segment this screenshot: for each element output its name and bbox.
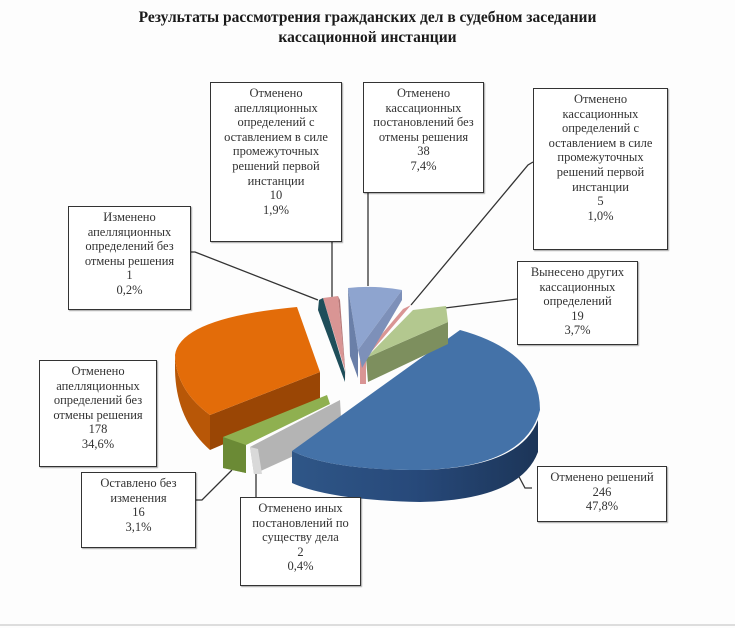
label-percent: 3,1% (125, 519, 152, 534)
label-value: 5 (597, 194, 604, 209)
leader-line-unchanged (196, 469, 233, 501)
leader-line-other-cassation (436, 298, 518, 310)
label-value: 178 (88, 422, 108, 437)
slice-unchanged (223, 395, 330, 473)
leader-line-cancel-cassation-interim (410, 161, 534, 306)
label-value: 2 (297, 544, 304, 559)
label-cancel-cassation-rulings: Отменено кассационных постановлений без … (363, 82, 484, 193)
label-percent: 1,0% (587, 208, 614, 223)
label-cancel-other-merits: Отменено иных постановлений по существу … (240, 497, 361, 586)
label-percent: 3,7% (564, 323, 591, 338)
label-unchanged: Оставлено без изменения 16 3,1% (81, 472, 196, 548)
slice-other-cassation (366, 306, 448, 382)
chart-title-line-2: кассационной инстанции (278, 29, 457, 46)
bottom-divider (0, 624, 735, 626)
label-value: 19 (571, 308, 584, 323)
slice-changed-appeal (318, 298, 345, 382)
slice-cancel-cassation-rulings (348, 286, 402, 378)
label-changed-appeal: Изменено апелляционных определений без о… (68, 206, 191, 310)
slice-cancel-decisions (292, 330, 540, 502)
label-percent: 0,2% (116, 282, 143, 297)
slice-cancel-other-merits (250, 400, 342, 474)
label-percent: 1,9% (262, 202, 290, 217)
label-percent: 47,8% (585, 499, 619, 514)
label-value: 16 (132, 505, 145, 520)
label-other-cassation: Вынесено других кассационных определений… (517, 261, 638, 345)
label-percent: 34,6% (81, 436, 115, 451)
slice-cancel-appeal-no-cancel (175, 307, 320, 450)
label-value: 246 (592, 484, 612, 499)
chart-title: Результаты рассмотрения гражданских дел … (0, 8, 735, 48)
chart-title-line-1: Результаты рассмотрения гражданских дел … (138, 9, 597, 26)
label-cancel-appeal-interim: Отменено апелляционных определений с ост… (210, 82, 342, 242)
label-value: 10 (269, 188, 283, 203)
label-value: 1 (126, 268, 133, 283)
leader-lines (190, 161, 534, 501)
label-percent: 7,4% (410, 158, 437, 173)
label-cancel-cassation-interim: Отменено кассационных определений с оста… (533, 88, 668, 250)
label-percent: 0,4% (287, 559, 314, 574)
slice-cancel-appeal-interim (323, 296, 346, 380)
label-cancel-decisions: Отменено решений 246 47,8% (537, 466, 667, 522)
label-value: 38 (417, 144, 430, 159)
label-cancel-appeal-no-cancel: Отменено апелляционных определений без о… (39, 360, 157, 467)
leader-line-changed-appeal (190, 251, 319, 301)
slice-cancel-cassation-interim (360, 305, 411, 384)
